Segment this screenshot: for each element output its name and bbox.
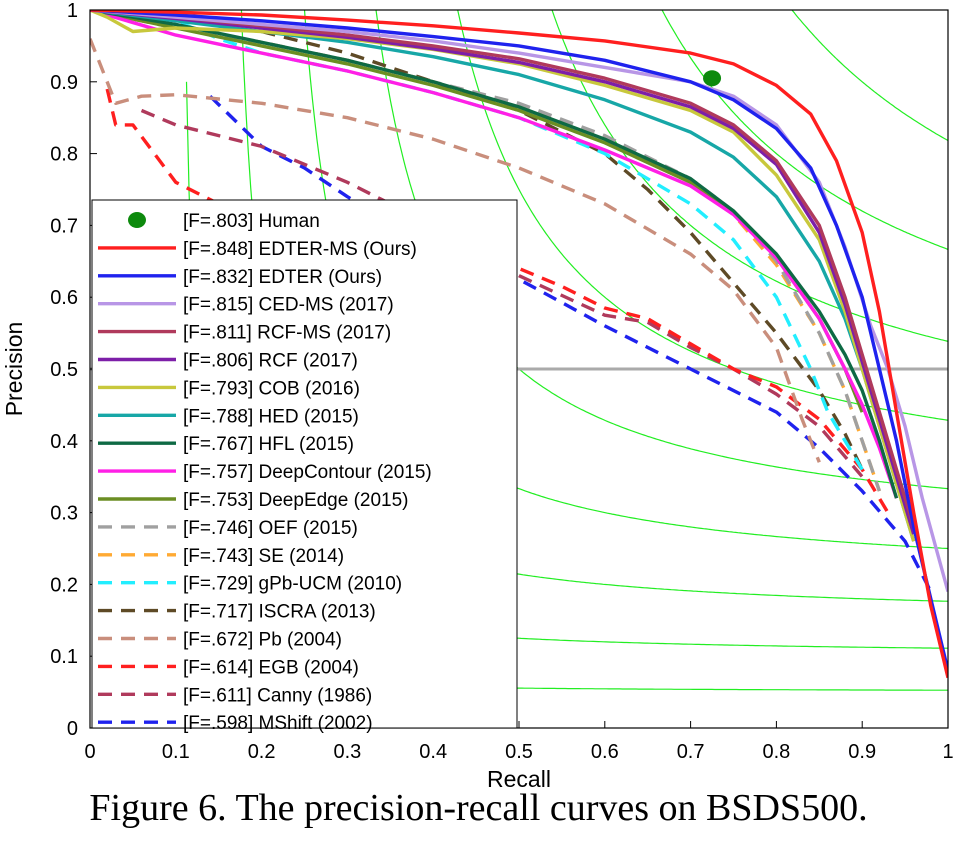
x-tick-label: 0.2 bbox=[248, 741, 276, 763]
legend-label: [F=.729] gPb-UCM (2010) bbox=[183, 574, 402, 595]
legend-label: [F=.598] MShift (2002) bbox=[183, 713, 373, 734]
legend-item-human: [F=.803] Human bbox=[128, 211, 320, 232]
legend-item: [F=.753] DeepEdge (2015) bbox=[98, 490, 409, 511]
series-line bbox=[90, 38, 821, 463]
pr-chart: 0 0.1 0.2 0.3 0.4 0.5 0.6 0.7 0.8 0.9 1 0 0.1 0.2 0.3… bbox=[1, 0, 954, 790]
legend-item: [F=.815] CED-MS (2017) bbox=[98, 295, 394, 316]
y-tick-label: 0.3 bbox=[50, 503, 78, 525]
y-tick-label: 1 bbox=[67, 0, 78, 22]
legend-item: [F=.811] RCF-MS (2017) bbox=[98, 323, 391, 344]
series-line bbox=[90, 10, 864, 471]
x-axis-ticks: 0 0.1 0.2 0.3 0.4 0.5 0.6 0.7 0.8 0.9 1 bbox=[84, 721, 954, 763]
legend-label: [F=.815] CED-MS (2017) bbox=[183, 295, 394, 316]
legend-item: [F=.788] HED (2015) bbox=[98, 406, 359, 427]
y-tick-label: 0.2 bbox=[50, 574, 78, 596]
legend-item: [F=.757] DeepContour (2015) bbox=[98, 462, 432, 483]
legend-label: [F=.757] DeepContour (2015) bbox=[183, 462, 432, 483]
y-tick-label: 0.8 bbox=[50, 144, 78, 166]
y-axis-label: Precision bbox=[1, 322, 27, 417]
legend-item: [F=.614] EGB (2004) bbox=[98, 657, 359, 678]
legend-label: [F=.611] Canny (1986) bbox=[183, 685, 372, 706]
x-tick-label: 0 bbox=[84, 741, 95, 763]
y-tick-label: 0 bbox=[67, 718, 78, 740]
iso-f-curve bbox=[661, 10, 948, 250]
series-line bbox=[90, 10, 916, 528]
legend-item: [F=.832] EDTER (Ours) bbox=[98, 267, 382, 288]
y-tick-label: 0.5 bbox=[50, 359, 78, 381]
legend-marker bbox=[128, 212, 146, 228]
legend-label: [F=.832] EDTER (Ours) bbox=[183, 267, 382, 288]
series-line bbox=[208, 94, 933, 593]
x-tick-label: 0.8 bbox=[762, 741, 790, 763]
y-tick-label: 0.6 bbox=[50, 287, 78, 309]
y-tick-label: 0.4 bbox=[50, 431, 78, 453]
legend-item: [F=.767] HFL (2015) bbox=[98, 434, 354, 455]
legend-label: [F=.848] EDTER-MS (Ours) bbox=[183, 239, 417, 260]
x-tick-label: 0.3 bbox=[333, 741, 361, 763]
legend-label: [F=.614] EGB (2004) bbox=[183, 657, 359, 678]
series-group bbox=[90, 10, 948, 679]
legend-label: [F=.788] HED (2015) bbox=[183, 406, 359, 427]
x-tick-label: 1 bbox=[942, 741, 953, 763]
legend-label: [F=.806] RCF (2017) bbox=[183, 351, 358, 372]
legend: [F=.803] Human [F=.848] EDTER-MS (Ours) [F… bbox=[91, 199, 518, 734]
y-axis-ticks: 0 0.1 0.2 0.3 0.4 0.5 0.6 0.7 0.8 0.9 1 bbox=[50, 0, 97, 740]
legend-label: [F=.717] ISCRA (2013) bbox=[183, 602, 376, 623]
legend-item: [F=.729] gPb-UCM (2010) bbox=[98, 574, 402, 595]
legend-item: [F=.806] RCF (2017) bbox=[98, 351, 358, 372]
x-tick-label: 0.5 bbox=[505, 741, 533, 763]
legend-label: [F=.746] OEF (2015) bbox=[183, 518, 358, 539]
legend-label: [F=.811] RCF-MS (2017) bbox=[183, 323, 391, 344]
legend-item: [F=.717] ISCRA (2013) bbox=[98, 602, 376, 623]
legend-label: [F=.793] COB (2016) bbox=[183, 378, 360, 399]
series-line bbox=[90, 10, 948, 679]
legend-item: [F=.848] EDTER-MS (Ours) bbox=[98, 239, 417, 260]
x-tick-label: 0.7 bbox=[677, 741, 705, 763]
series-line bbox=[90, 10, 948, 671]
legend-item: [F=.672] Pb (2004) bbox=[98, 630, 342, 651]
human-point-group bbox=[703, 70, 722, 87]
legend-item: [F=.611] Canny (1986) bbox=[98, 685, 372, 706]
iso-f-curve bbox=[791, 10, 948, 142]
legend-item: [F=.743] SE (2014) bbox=[98, 546, 344, 567]
series-line bbox=[90, 10, 899, 499]
x-tick-label: 0.9 bbox=[848, 741, 876, 763]
y-tick-label: 0.7 bbox=[50, 215, 78, 237]
human-point bbox=[703, 70, 722, 87]
legend-item: [F=.598] MShift (2002) bbox=[98, 713, 373, 734]
legend-label: [F=.672] Pb (2004) bbox=[183, 630, 342, 651]
legend-item: [F=.793] COB (2016) bbox=[98, 378, 360, 399]
legend-item: [F=.746] OEF (2015) bbox=[98, 518, 358, 539]
x-axis-label: Recall bbox=[487, 766, 551, 790]
legend-box bbox=[91, 199, 518, 729]
series-line bbox=[90, 10, 916, 535]
y-tick-label: 0.1 bbox=[50, 646, 78, 668]
legend-label: [F=.743] SE (2014) bbox=[183, 546, 344, 567]
series-line bbox=[90, 10, 899, 499]
x-tick-label: 0.4 bbox=[419, 741, 447, 763]
figure-caption: Figure 6. The precision-recall curves on… bbox=[89, 787, 868, 829]
x-tick-label: 0.6 bbox=[591, 741, 619, 763]
legend-label: [F=.767] HFL (2015) bbox=[183, 434, 354, 455]
y-tick-label: 0.9 bbox=[50, 72, 78, 94]
series-line bbox=[90, 10, 916, 542]
legend-label: [F=.753] DeepEdge (2015) bbox=[183, 490, 409, 511]
series-line bbox=[140, 108, 864, 478]
x-tick-label: 0.1 bbox=[162, 741, 190, 763]
legend-label: [F=.803] Human bbox=[183, 211, 320, 232]
series-line bbox=[105, 88, 890, 514]
